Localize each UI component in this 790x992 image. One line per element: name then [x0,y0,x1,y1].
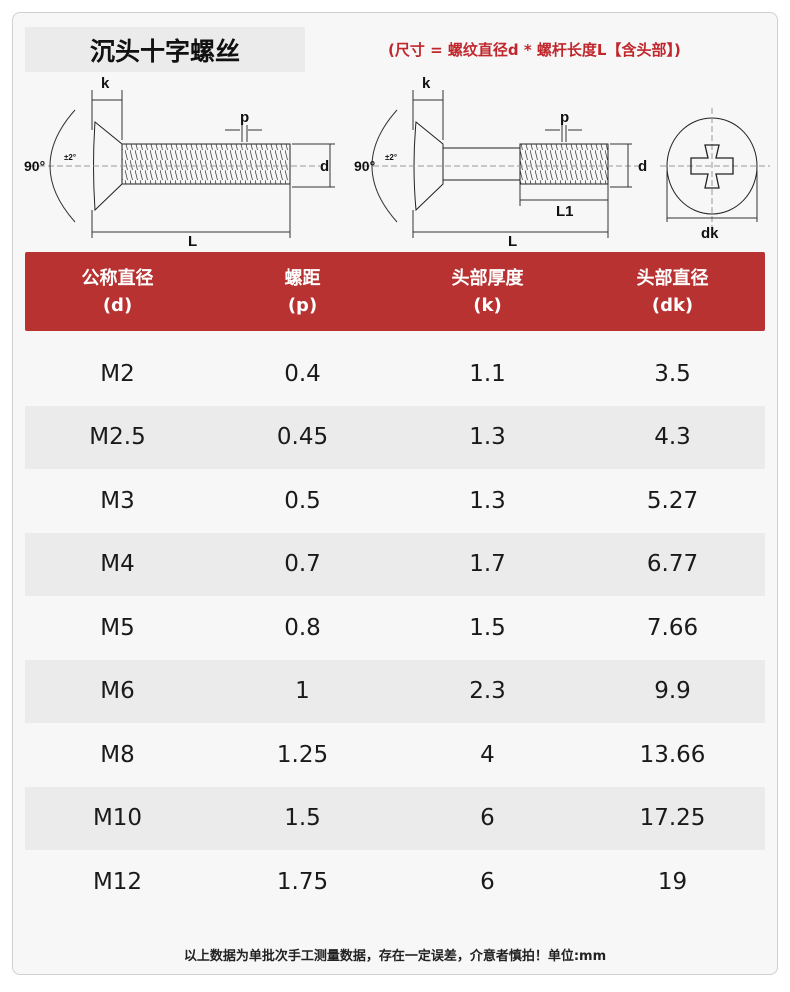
table-row: M8 1.25 4 13.66 [25,723,765,787]
table-cell: 1.3 [469,487,506,514]
label-L: L [188,233,197,250]
table-row: M4 0.7 1.7 6.77 [25,532,765,596]
table-cell: 0.45 [276,424,329,451]
screw-diagram: k p d L 90° ±2° k p d L1 L 90° ±2° dk [24,75,770,250]
header-name: 公称直径 [81,267,154,289]
table-cell: 3.5 [654,360,691,387]
header-head-diameter: 头部直径 (dk) [580,252,765,331]
table-cell: M5 [100,614,135,641]
title-text: 沉头十字螺丝 [89,36,240,66]
table-cell: M2 [100,360,135,387]
header-name: 螺距 [284,267,321,289]
table-cell: 2.3 [469,678,506,705]
footer-note: 以上数据为单批次手工测量数据，存在一定误差，介意者慎拍！单位:mm [183,949,607,964]
label-p: p [560,109,569,126]
label-k: k [101,75,110,92]
table-cell: M3 [100,487,135,514]
table-cell: 0.4 [284,360,321,387]
table-body: M2 0.4 1.1 3.5 M2.5 0.45 1.3 4.3 M3 0.5 1.3 5.27 M4 0… [25,342,765,914]
label-tolerance: ±2° [64,153,76,162]
label-L1: L1 [556,203,574,220]
label-p: p [240,109,249,126]
label-angle: 90° [24,158,45,174]
table-row: M12 1.75 6 19 [25,850,765,914]
countersunk-screw-full-thread: k p d L 90° ±2° [24,75,335,250]
label-d: d [638,158,647,175]
table-cell: 5.27 [646,487,699,514]
table-cell: 6 [480,805,495,832]
product-title: 沉头十字螺丝 [25,27,305,72]
table-cell: 1.7 [469,551,506,578]
table-cell: 0.5 [284,487,321,514]
table-cell: 6 [480,868,495,895]
table-cell: 0.8 [284,614,321,641]
label-d: d [320,158,329,175]
table-cell: 6.77 [646,551,699,578]
header-symbol: (p) [287,294,318,316]
table-row: M5 0.8 1.5 7.66 [25,596,765,660]
header-symbol: (k) [473,294,502,316]
table-cell: 0.7 [284,551,321,578]
header-pitch: 螺距 (p) [210,252,395,331]
table-cell: 1.1 [469,360,506,387]
table-row: M2 0.4 1.1 3.5 [25,342,765,406]
table-cell: 1.25 [276,741,329,768]
table-cell: 13.66 [639,741,706,768]
label-angle: 90° [354,158,375,174]
table-header: 公称直径 (d) 螺距 (p) 头部厚度 (k) 头部直径 (dk) [25,252,765,331]
table-cell: M2.5 [89,424,146,451]
table-cell: M12 [92,868,143,895]
header-diameter: 公称直径 (d) [25,252,210,331]
size-note: (尺寸 = 螺纹直径d * 螺杆长度L【含头部】) [388,41,681,59]
table-row: M10 1.5 6 17.25 [25,786,765,850]
table-cell: 19 [657,868,688,895]
header-name: 头部直径 [636,267,709,289]
screw-head-top-view: dk [660,108,770,242]
table-cell: 1.3 [469,424,506,451]
table-row: M6 1 2.3 9.9 [25,659,765,723]
table-cell: 9.9 [654,678,691,705]
table-cell: 4 [480,741,495,768]
header-symbol: (d) [102,294,133,316]
table-cell: M6 [100,678,135,705]
label-tolerance: ±2° [385,153,397,162]
label-k: k [422,75,431,92]
table-cell: M8 [100,741,135,768]
header-name: 头部厚度 [451,267,524,289]
table-cell: 7.66 [646,614,699,641]
table-cell: 1.75 [276,868,329,895]
table-row: M3 0.5 1.3 5.27 [25,469,765,533]
table-row: M2.5 0.45 1.3 4.3 [25,405,765,469]
table-cell: M10 [92,805,143,832]
countersunk-screw-partial-thread: k p d L1 L 90° ±2° [354,75,647,250]
header-symbol: (dk) [651,294,694,316]
table-cell: 1.5 [284,805,321,832]
table-cell: M4 [100,551,135,578]
table-cell: 1 [295,678,310,705]
table-cell: 4.3 [654,424,691,451]
table-cell: 1.5 [469,614,506,641]
header-head-thickness: 头部厚度 (k) [395,252,580,331]
label-dk: dk [701,225,719,242]
table-cell: 17.25 [639,805,706,832]
label-L: L [508,233,517,250]
